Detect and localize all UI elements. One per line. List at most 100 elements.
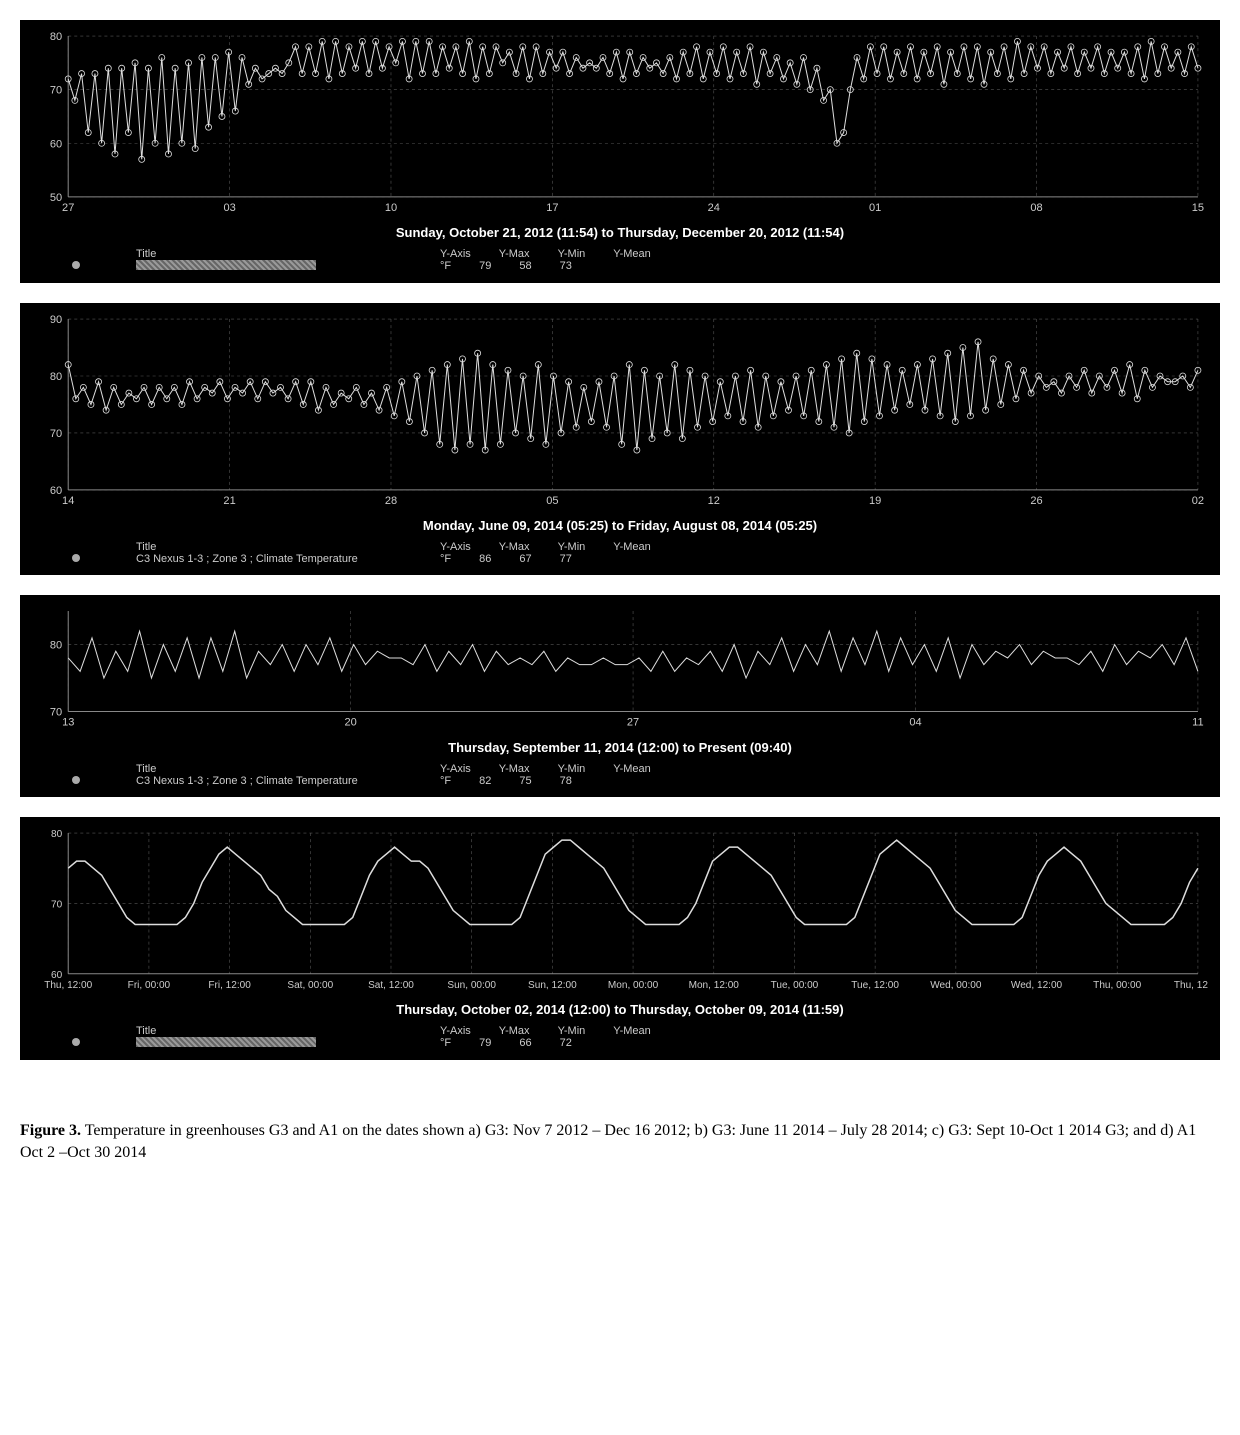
legend-marker-icon [72, 261, 80, 269]
legend-stat-header: Y-Max [499, 1025, 530, 1037]
chart-panel-chart_d: 607080Thu, 12:00Fri, 00:00Fri, 12:00Sat,… [20, 817, 1220, 1060]
legend-stat-value: 75 [519, 775, 531, 787]
svg-text:28: 28 [385, 495, 397, 507]
chart-caption: Thursday, October 02, 2014 (12:00) to Th… [32, 996, 1208, 1021]
svg-text:04: 04 [909, 717, 921, 729]
legend-stats-values: °F827578 [440, 775, 572, 787]
svg-text:60: 60 [50, 485, 62, 497]
svg-text:Sun, 00:00: Sun, 00:00 [447, 979, 496, 990]
svg-text:Tue, 00:00: Tue, 00:00 [771, 979, 819, 990]
legend-marker-icon [72, 554, 80, 562]
chart-legend: Title Y-AxisY-MaxY-MinY-Mean C3 Nexus 1-… [32, 759, 1208, 789]
svg-text:12: 12 [708, 495, 720, 507]
svg-text:10: 10 [385, 202, 397, 214]
svg-text:15: 15 [1192, 202, 1204, 214]
legend-stat-value: 79 [479, 1037, 491, 1049]
chart-legend: Title Y-Axis Y-Max Y-Min Y-Mean °F 79 66 72 [32, 1021, 1208, 1052]
legend-stats-header: Y-AxisY-MaxY-MinY-Mean [440, 541, 651, 553]
legend-stat-header: Y-Mean [613, 1025, 651, 1037]
chart-caption: Monday, June 09, 2014 (05:25) to Friday,… [32, 512, 1208, 537]
chart-svg: 607080901421280512192602 [32, 311, 1208, 512]
legend-stat-value: °F [440, 775, 451, 787]
legend-stat-header: Y-Max [499, 248, 530, 260]
legend-stats-header: Y-AxisY-MaxY-MinY-Mean [440, 248, 651, 260]
legend-title-value: C3 Nexus 1-3 ; Zone 3 ; Climate Temperat… [136, 553, 358, 565]
svg-text:Sat, 12:00: Sat, 12:00 [368, 979, 414, 990]
svg-text:80: 80 [50, 371, 62, 383]
chart-area: 506070802703101724010815 [32, 28, 1208, 219]
legend-stats-header: Y-AxisY-MaxY-MinY-Mean [440, 763, 651, 775]
svg-text:80: 80 [51, 829, 63, 840]
legend-stat-header: Y-Axis [440, 541, 471, 553]
svg-text:08: 08 [1030, 202, 1042, 214]
svg-text:50: 50 [50, 192, 62, 204]
svg-text:01: 01 [869, 202, 881, 214]
svg-text:Mon, 12:00: Mon, 12:00 [689, 979, 740, 990]
legend-stats-values: °F795873 [440, 260, 572, 272]
figure-caption: Figure 3. Temperature in greenhouses G3 … [20, 1120, 1220, 1165]
svg-text:14: 14 [62, 495, 74, 507]
legend-stat-header: Y-Min [558, 248, 586, 260]
chart-area: 607080Thu, 12:00Fri, 00:00Fri, 12:00Sat,… [32, 825, 1208, 996]
legend-stat-value: 73 [560, 260, 572, 272]
svg-text:27: 27 [627, 717, 639, 729]
svg-text:70: 70 [50, 85, 62, 97]
chart-caption: Thursday, September 11, 2014 (12:00) to … [32, 734, 1208, 759]
svg-text:70: 70 [51, 899, 63, 910]
legend-stat-header: Y-Axis [440, 1025, 471, 1037]
chart-panel-chart_b: 607080901421280512192602 Monday, June 09… [20, 303, 1220, 575]
chart-caption: Sunday, October 21, 2012 (11:54) to Thur… [32, 219, 1208, 244]
legend-swatch [136, 260, 316, 270]
svg-text:70: 70 [50, 428, 62, 440]
svg-text:Wed, 12:00: Wed, 12:00 [1011, 979, 1063, 990]
legend-stat-header: Y-Mean [613, 763, 651, 775]
svg-text:19: 19 [869, 495, 881, 507]
legend-title-value: C3 Nexus 1-3 ; Zone 3 ; Climate Temperat… [136, 775, 358, 787]
svg-text:Mon, 00:00: Mon, 00:00 [608, 979, 659, 990]
svg-text:Thu, 12:00: Thu, 12:00 [44, 979, 92, 990]
legend-stat-header: Y-Axis [440, 248, 471, 260]
svg-text:03: 03 [223, 202, 235, 214]
legend-title-row: C3 Nexus 1-3 ; Zone 3 ; Climate Temperat… [136, 553, 416, 565]
svg-text:80: 80 [50, 640, 62, 652]
legend-stat-header: Y-Min [558, 1025, 586, 1037]
legend-stat-value: 78 [560, 775, 572, 787]
legend-title-row: C3 Nexus 1-3 ; Zone 3 ; Climate Temperat… [136, 775, 416, 787]
legend-stat-value: 79 [479, 260, 491, 272]
legend-stat-value: °F [440, 1037, 451, 1049]
legend-title-label: Title [136, 541, 416, 553]
svg-text:Thu, 00:00: Thu, 00:00 [1093, 979, 1141, 990]
svg-text:90: 90 [50, 314, 62, 326]
chart-area: 70801320270411 [32, 603, 1208, 734]
legend-stat-value: 77 [560, 553, 572, 565]
svg-text:02: 02 [1192, 495, 1204, 507]
figure-text: Temperature in greenhouses G3 and A1 on … [20, 1122, 1196, 1161]
svg-text:Sat, 00:00: Sat, 00:00 [287, 979, 333, 990]
legend-stats-values: °F 79 66 72 [440, 1037, 572, 1049]
svg-text:Fri, 12:00: Fri, 12:00 [208, 979, 251, 990]
svg-text:Wed, 00:00: Wed, 00:00 [930, 979, 982, 990]
svg-text:17: 17 [546, 202, 558, 214]
legend-stat-value: 72 [560, 1037, 572, 1049]
chart-legend: Title Y-AxisY-MaxY-MinY-Mean C3 Nexus 1-… [32, 537, 1208, 567]
svg-text:Thu, 12:00: Thu, 12:00 [1174, 979, 1208, 990]
legend-stats-values: °F866777 [440, 553, 572, 565]
legend-stat-header: Y-Min [558, 763, 586, 775]
legend-stat-value: °F [440, 260, 451, 272]
svg-text:Fri, 00:00: Fri, 00:00 [128, 979, 171, 990]
legend-marker-icon [72, 776, 80, 784]
legend-stats-header: Y-Axis Y-Max Y-Min Y-Mean [440, 1025, 651, 1037]
svg-text:21: 21 [223, 495, 235, 507]
chart-svg: 506070802703101724010815 [32, 28, 1208, 219]
legend-title-label: Title [136, 1025, 416, 1037]
legend-stat-header: Y-Axis [440, 763, 471, 775]
svg-text:20: 20 [344, 717, 356, 729]
svg-text:80: 80 [50, 31, 62, 43]
figure-label: Figure 3. [20, 1122, 81, 1139]
svg-text:05: 05 [546, 495, 558, 507]
legend-stat-header: Y-Min [558, 541, 586, 553]
legend-marker-icon [72, 1038, 80, 1046]
legend-stat-header: Y-Max [499, 541, 530, 553]
legend-stat-value: 66 [519, 1037, 531, 1049]
legend-title-label: Title [136, 248, 416, 260]
